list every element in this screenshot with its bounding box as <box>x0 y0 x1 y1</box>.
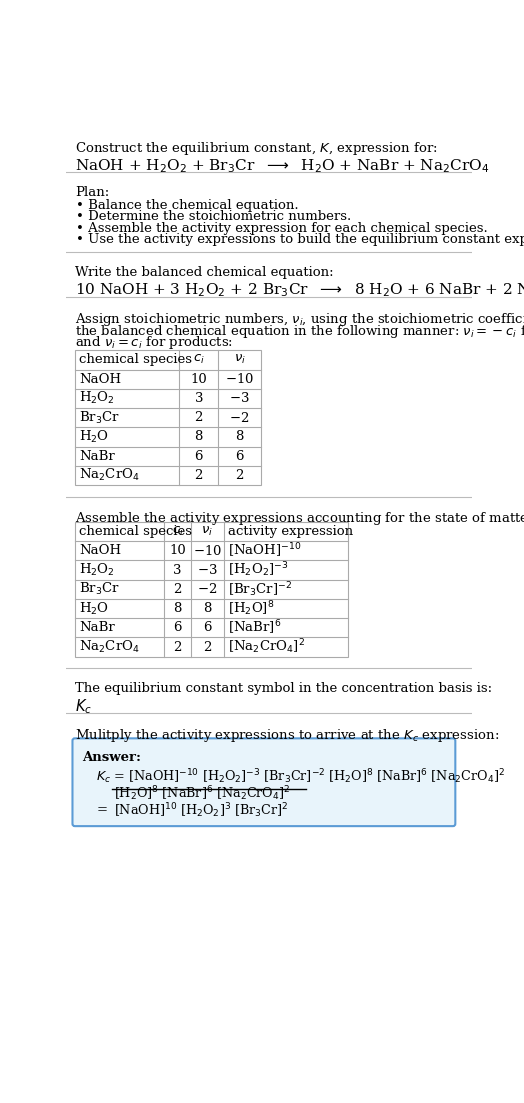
Text: • Assemble the activity expression for each chemical species.: • Assemble the activity expression for e… <box>77 222 488 235</box>
Text: Construct the equilibrium constant, $K$, expression for:: Construct the equilibrium constant, $K$,… <box>75 140 438 157</box>
Text: 2: 2 <box>173 641 182 654</box>
Text: [H$_2$O]$^{8}$: [H$_2$O]$^{8}$ <box>228 599 275 618</box>
Text: Na$_2$CrO$_4$: Na$_2$CrO$_4$ <box>80 468 140 483</box>
Text: Mulitply the activity expressions to arrive at the $K_c$ expression:: Mulitply the activity expressions to arr… <box>75 727 499 743</box>
Text: 10: 10 <box>190 373 207 386</box>
Text: $\nu_i$: $\nu_i$ <box>234 353 245 366</box>
Text: 10: 10 <box>169 545 186 557</box>
Text: H$_2$O: H$_2$O <box>80 429 110 445</box>
Text: 8: 8 <box>173 602 182 615</box>
Text: NaBr: NaBr <box>80 450 115 462</box>
Text: [Br$_3$Cr]$^{-2}$: [Br$_3$Cr]$^{-2}$ <box>228 580 292 599</box>
Text: 2: 2 <box>194 411 203 425</box>
Text: 2: 2 <box>235 469 244 482</box>
Text: $c_i$: $c_i$ <box>171 525 183 538</box>
Text: Na$_2$CrO$_4$: Na$_2$CrO$_4$ <box>80 639 140 655</box>
Text: $K_c$: $K_c$ <box>75 697 92 716</box>
Text: 8: 8 <box>203 602 212 615</box>
Text: 3: 3 <box>194 392 203 405</box>
Text: Br$_3$Cr: Br$_3$Cr <box>80 581 121 598</box>
Text: activity expression: activity expression <box>228 525 353 538</box>
Text: 10 NaOH + 3 H$_2$O$_2$ + 2 Br$_3$Cr  $\longrightarrow$  8 H$_2$O + 6 NaBr + 2 Na: 10 NaOH + 3 H$_2$O$_2$ + 2 Br$_3$Cr $\lo… <box>75 281 524 299</box>
Text: H$_2$O$_2$: H$_2$O$_2$ <box>80 563 115 578</box>
Text: $-$10: $-$10 <box>225 372 254 386</box>
Text: Assemble the activity expressions accounting for the state of matter and $\nu_i$: Assemble the activity expressions accoun… <box>75 511 524 527</box>
Text: • Balance the chemical equation.: • Balance the chemical equation. <box>77 199 299 212</box>
Text: • Use the activity expressions to build the equilibrium constant expression.: • Use the activity expressions to build … <box>77 233 524 246</box>
Text: $K_c$ = [NaOH]$^{-10}$ [H$_2$O$_2$]$^{-3}$ [Br$_3$Cr]$^{-2}$ [H$_2$O]$^{8}$ [NaB: $K_c$ = [NaOH]$^{-10}$ [H$_2$O$_2$]$^{-3… <box>96 768 506 786</box>
Text: 8: 8 <box>194 430 203 443</box>
Text: [NaOH]$^{10}$ [H$_2$O$_2$]$^{3}$ [Br$_3$Cr]$^{2}$: [NaOH]$^{10}$ [H$_2$O$_2$]$^{3}$ [Br$_3$… <box>114 802 288 821</box>
Text: [H$_2$O]$^{8}$ [NaBr]$^{6}$ [Na$_2$CrO$_4$]$^{2}$: [H$_2$O]$^{8}$ [NaBr]$^{6}$ [Na$_2$CrO$_… <box>114 784 290 803</box>
Text: The equilibrium constant symbol in the concentration basis is:: The equilibrium constant symbol in the c… <box>75 682 492 695</box>
Text: chemical species: chemical species <box>80 353 192 366</box>
Text: 2: 2 <box>194 469 203 482</box>
Text: Write the balanced chemical equation:: Write the balanced chemical equation: <box>75 266 333 279</box>
Text: Answer:: Answer: <box>83 751 141 763</box>
Text: 8: 8 <box>235 430 244 443</box>
Text: NaOH: NaOH <box>80 545 122 557</box>
Text: H$_2$O: H$_2$O <box>80 600 110 617</box>
Text: NaOH: NaOH <box>80 373 122 386</box>
Text: $-$2: $-$2 <box>197 582 217 597</box>
Text: Br$_3$Cr: Br$_3$Cr <box>80 409 121 426</box>
Text: =: = <box>96 803 107 816</box>
Text: $\nu_i$: $\nu_i$ <box>201 525 213 538</box>
Text: $-$10: $-$10 <box>193 544 222 558</box>
Text: $-$2: $-$2 <box>230 410 249 425</box>
Text: 6: 6 <box>203 621 212 634</box>
Text: $-$3: $-$3 <box>197 564 217 577</box>
Text: the balanced chemical equation in the following manner: $\nu_i = -c_i$ for react: the balanced chemical equation in the fo… <box>75 322 524 340</box>
Text: 2: 2 <box>203 641 212 654</box>
Text: $c_i$: $c_i$ <box>193 353 205 366</box>
Text: [Na$_2$CrO$_4$]$^{2}$: [Na$_2$CrO$_4$]$^{2}$ <box>228 638 305 656</box>
Text: Assign stoichiometric numbers, $\nu_i$, using the stoichiometric coefficients, $: Assign stoichiometric numbers, $\nu_i$, … <box>75 311 524 328</box>
Bar <box>75 351 261 485</box>
Text: 2: 2 <box>173 582 182 596</box>
Text: and $\nu_i = c_i$ for products:: and $\nu_i = c_i$ for products: <box>75 334 233 351</box>
Text: 6: 6 <box>235 450 244 462</box>
Text: NaBr: NaBr <box>80 621 115 634</box>
Text: $-$3: $-$3 <box>229 392 250 406</box>
Text: [H$_2$O$_2$]$^{-3}$: [H$_2$O$_2$]$^{-3}$ <box>228 560 289 579</box>
Text: H$_2$O$_2$: H$_2$O$_2$ <box>80 390 115 406</box>
Text: • Determine the stoichiometric numbers.: • Determine the stoichiometric numbers. <box>77 211 352 223</box>
Bar <box>75 522 347 656</box>
Text: chemical species: chemical species <box>80 525 192 538</box>
Text: [NaOH]$^{-10}$: [NaOH]$^{-10}$ <box>228 542 301 560</box>
Text: NaOH + H$_2$O$_2$ + Br$_3$Cr  $\longrightarrow$  H$_2$O + NaBr + Na$_2$CrO$_4$: NaOH + H$_2$O$_2$ + Br$_3$Cr $\longright… <box>75 157 489 174</box>
Text: 6: 6 <box>173 621 182 634</box>
FancyBboxPatch shape <box>72 738 455 826</box>
Text: 3: 3 <box>173 564 182 577</box>
Text: Plan:: Plan: <box>75 186 109 200</box>
Text: 6: 6 <box>194 450 203 462</box>
Text: [NaBr]$^{6}$: [NaBr]$^{6}$ <box>228 619 281 638</box>
